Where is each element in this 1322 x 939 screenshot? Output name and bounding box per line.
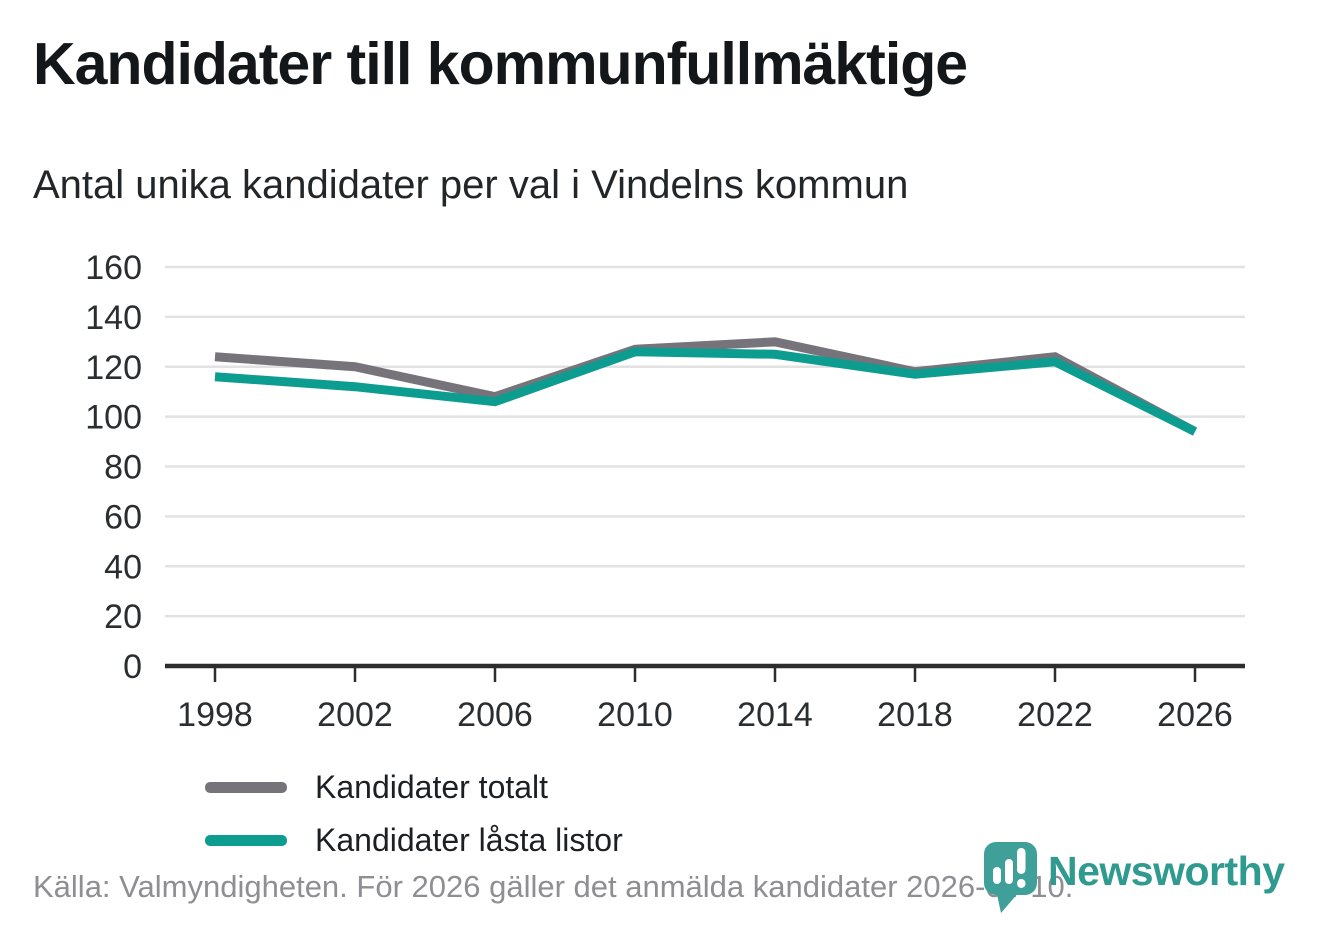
y-tick-label: 120 [85,349,142,387]
newsworthy-logo: Newsworthy [982,840,1285,918]
gridlines [165,265,1245,618]
y-axis-labels: 0 20 40 60 80 100 120 140 160 [85,249,142,686]
x-tick-label: 2010 [597,696,673,734]
y-tick-label: 20 [104,598,142,636]
y-tick-label: 0 [123,648,142,686]
x-tick-label: 2006 [457,696,533,734]
newsworthy-wordmark: Newsworthy [1048,848,1285,894]
legend-item-totalt: Kandidater totalt [205,769,716,806]
legend-item-lasta-listor: Kandidater låsta listor [205,822,716,859]
y-tick-label: 60 [104,498,142,536]
legend-label-lasta-listor: Kandidater låsta listor [315,822,623,858]
source-note: Källa: Valmyndigheten. För 2026 gäller d… [33,869,1074,904]
y-tick-label: 140 [85,299,142,337]
page-title: Kandidater till kommunfullmäktige [33,31,968,97]
x-axis-labels: 1998 2002 2006 2010 2014 2018 2022 2026 [177,696,1233,734]
legend-swatch-totalt [205,782,287,793]
x-tick-label: 2002 [317,696,393,734]
x-tick-label: 2014 [737,696,813,734]
newsworthy-pin-icon [984,842,1037,913]
line-chart: 0 20 40 60 80 100 120 140 160 1998 2002 2006 2010 20… [85,249,1245,734]
y-tick-label: 100 [85,399,142,437]
series-lines [214,337,1198,436]
series-line-1 [214,347,1198,436]
y-tick-label: 160 [85,249,142,287]
legend-label-totalt: Kandidater totalt [315,769,549,805]
y-tick-label: 80 [104,449,142,487]
y-tick-label: 40 [104,548,142,586]
x-axis [165,663,1245,682]
series-line-0 [214,337,1198,436]
legend: Kandidater totalt Kandidater låsta listo… [193,759,716,871]
x-tick-label: 1998 [177,696,253,734]
x-tick-label: 2026 [1157,696,1233,734]
chart-area: 0 20 40 60 80 100 120 140 160 1998 2002 2006 2010 20… [0,248,1322,871]
x-tick-label: 2018 [877,696,953,734]
legend-swatch-lasta-listor [205,835,287,846]
x-tick-label: 2022 [1017,696,1093,734]
page-subtitle: Antal unika kandidater per val i Vindeln… [33,163,909,207]
